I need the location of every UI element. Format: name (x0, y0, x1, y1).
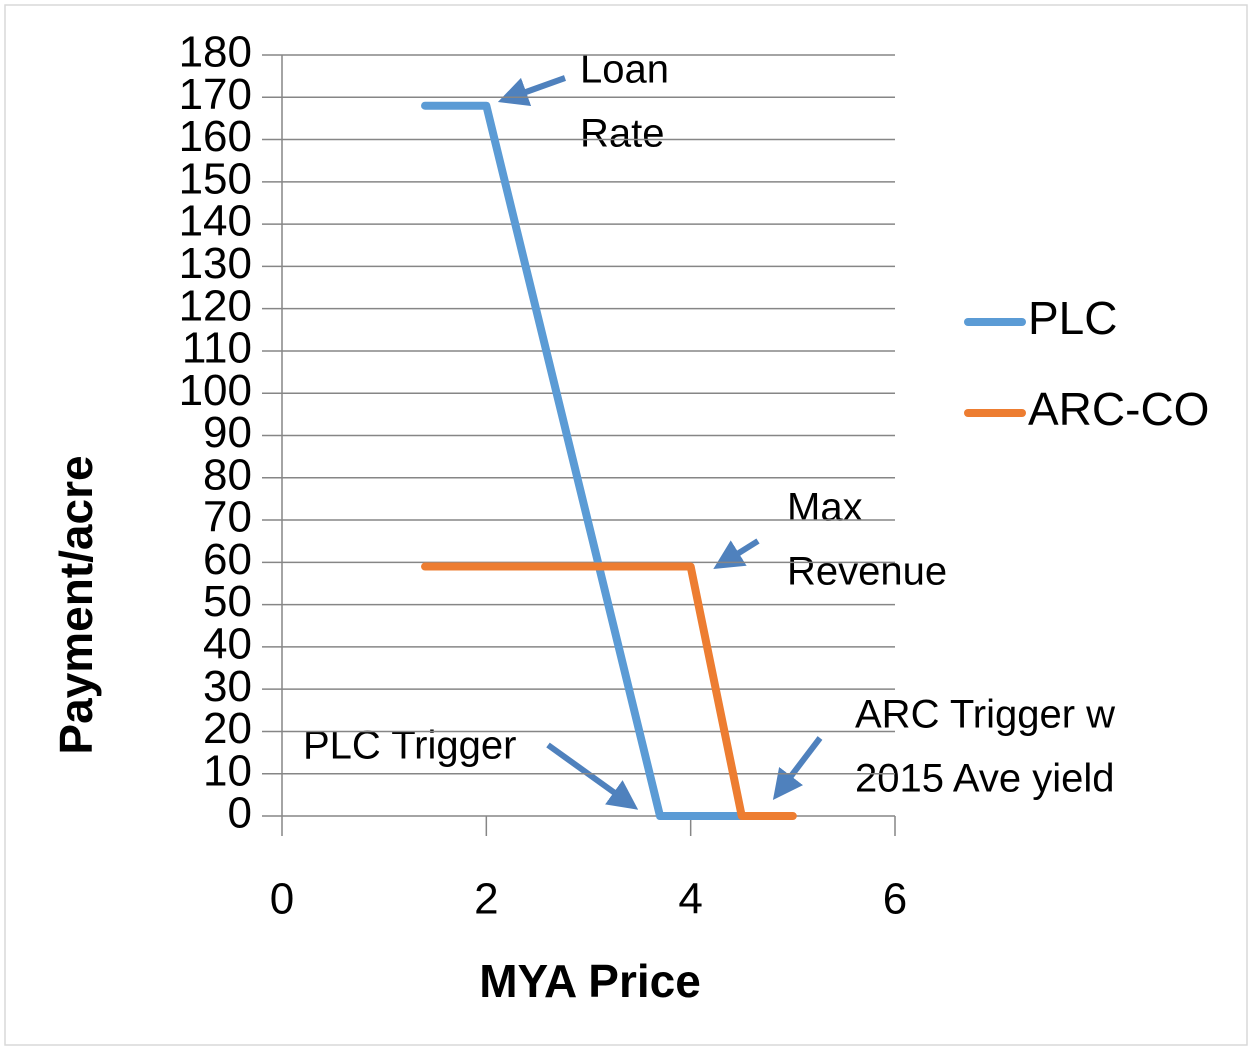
annotation: PLC Trigger (303, 724, 516, 768)
x-axis-title: MYA Price (479, 955, 701, 1007)
y-tick-label: 160 (179, 112, 252, 161)
y-tick-label: 150 (179, 154, 252, 203)
annotation: Rate (580, 112, 665, 156)
x-tick-label: 6 (883, 875, 907, 924)
y-tick-label: 40 (203, 620, 252, 669)
y-tick-label: 70 (203, 493, 252, 542)
annotation: 2015 Ave yield (855, 757, 1114, 801)
y-tick-label: 50 (203, 577, 252, 626)
y-tick-label: 140 (179, 197, 252, 246)
y-tick-label: 170 (179, 70, 252, 119)
arrow (497, 75, 567, 107)
y-tick-label: 100 (179, 366, 252, 415)
annotation: ARC Trigger w (855, 693, 1115, 737)
y-tick-label: 180 (179, 28, 252, 77)
y-axis-title: Payment/acre (50, 455, 102, 754)
y-tick-label: 120 (179, 281, 252, 330)
x-tick-label: 4 (678, 875, 702, 924)
y-tick-label: 90 (203, 408, 252, 457)
series-line (421, 562, 797, 820)
x-tick-label: 2 (474, 875, 498, 924)
x-tick-label: 0 (270, 875, 294, 924)
y-tick-label: 10 (203, 746, 252, 795)
annotation: Max (787, 486, 863, 530)
legend-label: PLC (1028, 292, 1117, 344)
y-tick-label: 60 (203, 535, 252, 584)
arrow (772, 736, 823, 800)
series-line (421, 101, 746, 820)
legend-label: ARC-CO (1028, 383, 1209, 435)
chart-border (4, 4, 1248, 1046)
y-tick-label: 20 (203, 704, 252, 753)
y-tick-label: 30 (203, 662, 252, 711)
y-tick-label: 130 (179, 239, 252, 288)
y-tick-label: 110 (182, 324, 252, 373)
annotation: Loan (580, 48, 669, 92)
arrow (713, 538, 760, 569)
y-tick-label: 80 (203, 450, 252, 499)
annotation: Revenue (787, 550, 947, 594)
y-tick-label: 0 (228, 789, 252, 838)
